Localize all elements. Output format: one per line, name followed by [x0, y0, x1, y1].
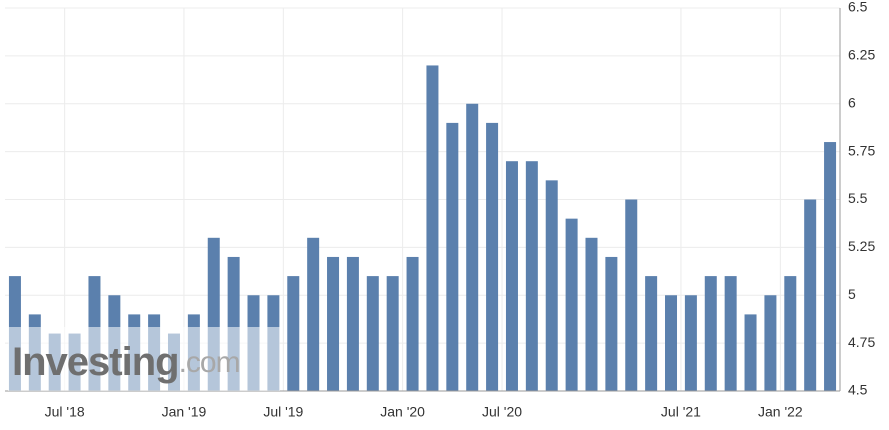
x-tick-label: Jul '20: [482, 404, 522, 420]
x-tick-label: Jul '21: [661, 404, 701, 420]
bar: [605, 256, 618, 391]
bar: [645, 276, 658, 391]
bar: [704, 276, 717, 391]
bar: [625, 199, 638, 391]
bar: [585, 237, 598, 391]
bar: [287, 276, 300, 391]
y-tick-label: 4.75: [848, 334, 875, 350]
bar: [824, 142, 837, 391]
bar: [426, 65, 439, 391]
y-tick-label: 4.5: [848, 382, 868, 398]
bar: [406, 256, 419, 391]
bar: [665, 295, 678, 391]
bar: [327, 256, 340, 391]
bar: [486, 122, 499, 392]
y-tick-label: 5: [848, 286, 856, 302]
bar: [545, 180, 558, 391]
bar: [684, 295, 697, 391]
bar: [784, 276, 797, 391]
bar: [446, 122, 459, 392]
bar: [804, 199, 817, 391]
bar: [764, 295, 777, 391]
bar: [525, 161, 538, 391]
bar: [366, 276, 379, 391]
logo: Investing.com: [12, 340, 240, 384]
bar: [386, 276, 399, 391]
y-tick-label: 5.5: [848, 190, 868, 206]
bar: [466, 103, 479, 391]
y-tick-label: 5.75: [848, 142, 875, 158]
bar: [505, 161, 518, 391]
x-tick-label: Jan '19: [162, 404, 207, 420]
y-tick-label: 6: [848, 94, 856, 110]
logo-name: Investing: [12, 340, 179, 384]
logo-suffix: .com: [179, 346, 240, 379]
bar: [346, 256, 359, 391]
x-tick-label: Jul '19: [263, 404, 303, 420]
bar: [744, 314, 757, 391]
logo-backdrop: [8, 327, 280, 391]
bar: [565, 218, 578, 391]
bar: [307, 237, 320, 391]
y-tick-label: 6.25: [848, 47, 875, 63]
x-tick-label: Jan '20: [380, 404, 425, 420]
y-tick-label: 5.25: [848, 238, 875, 254]
x-tick-label: Jan '22: [758, 404, 803, 420]
x-tick-label: Jul '18: [45, 404, 85, 420]
y-tick-label: 6.5: [848, 0, 868, 15]
bar: [724, 276, 737, 391]
